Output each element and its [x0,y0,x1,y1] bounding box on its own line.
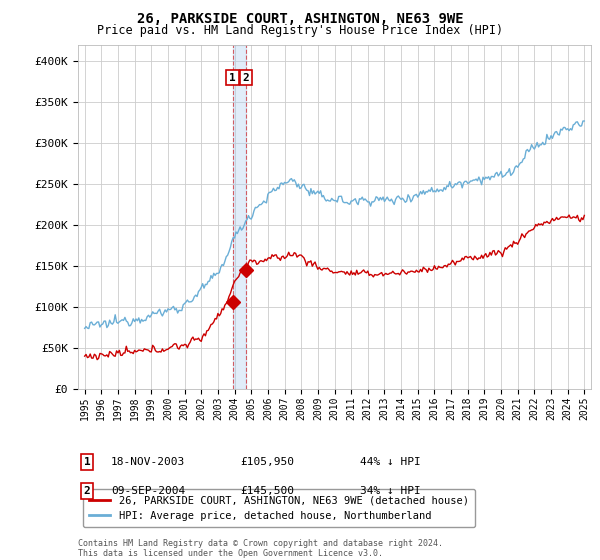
Text: 26, PARKSIDE COURT, ASHINGTON, NE63 9WE: 26, PARKSIDE COURT, ASHINGTON, NE63 9WE [137,12,463,26]
Legend: 26, PARKSIDE COURT, ASHINGTON, NE63 9WE (detached house), HPI: Average price, de: 26, PARKSIDE COURT, ASHINGTON, NE63 9WE … [83,489,475,527]
Text: 1: 1 [229,73,236,83]
Bar [233,45,246,389]
Text: Price paid vs. HM Land Registry's House Price Index (HPI): Price paid vs. HM Land Registry's House … [97,24,503,37]
Text: 09-SEP-2004: 09-SEP-2004 [111,486,185,496]
Text: 1: 1 [83,457,91,467]
Text: 44% ↓ HPI: 44% ↓ HPI [360,457,421,467]
Text: Contains HM Land Registry data © Crown copyright and database right 2024.: Contains HM Land Registry data © Crown c… [78,539,443,548]
Text: 2: 2 [242,73,250,83]
Text: This data is licensed under the Open Government Licence v3.0.: This data is licensed under the Open Gov… [78,549,383,558]
Text: 2: 2 [83,486,91,496]
Text: 34% ↓ HPI: 34% ↓ HPI [360,486,421,496]
Text: £145,500: £145,500 [240,486,294,496]
Text: 18-NOV-2003: 18-NOV-2003 [111,457,185,467]
Text: £105,950: £105,950 [240,457,294,467]
